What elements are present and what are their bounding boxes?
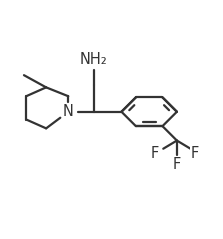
Text: F: F — [151, 146, 159, 161]
Text: N: N — [63, 104, 74, 119]
Text: F: F — [191, 146, 199, 161]
Text: NH₂: NH₂ — [80, 52, 108, 67]
Text: F: F — [173, 158, 181, 172]
